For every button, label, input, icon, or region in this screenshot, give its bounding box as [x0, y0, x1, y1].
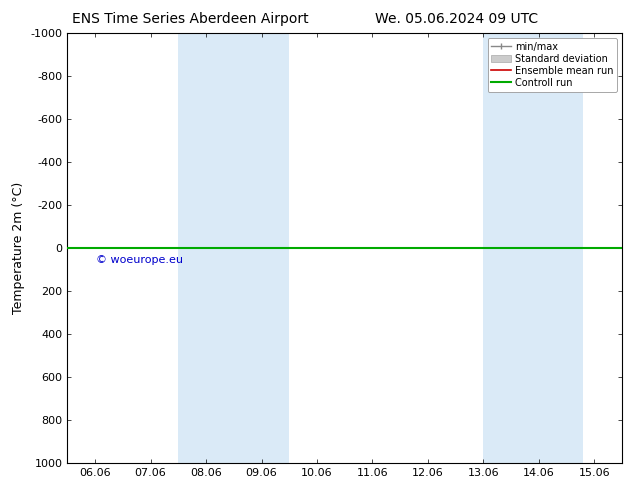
Y-axis label: Temperature 2m (°C): Temperature 2m (°C): [12, 182, 25, 314]
Legend: min/max, Standard deviation, Ensemble mean run, Controll run: min/max, Standard deviation, Ensemble me…: [488, 38, 617, 92]
Bar: [178, 33, 289, 463]
Text: We. 05.06.2024 09 UTC: We. 05.06.2024 09 UTC: [375, 12, 538, 26]
Bar: [483, 33, 583, 463]
Text: ENS Time Series Aberdeen Airport: ENS Time Series Aberdeen Airport: [72, 12, 309, 26]
Text: © woeurope.eu: © woeurope.eu: [96, 255, 183, 265]
